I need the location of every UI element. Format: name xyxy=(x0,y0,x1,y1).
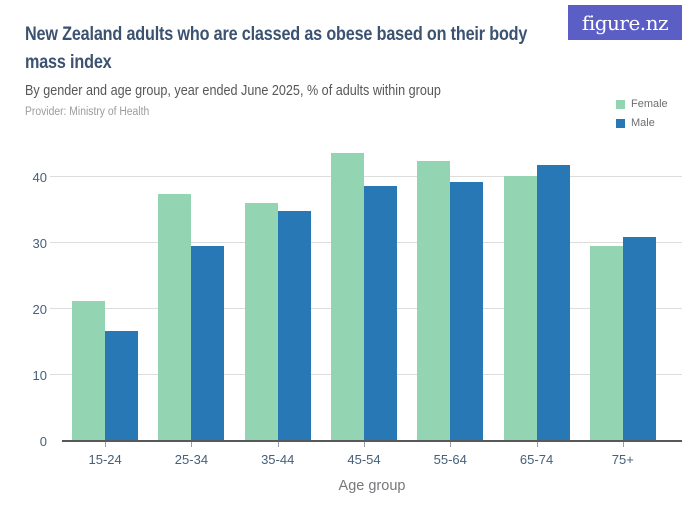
bar-group-25-34: 25-34 xyxy=(148,152,234,467)
bar-female-75+[interactable] xyxy=(589,246,623,440)
x-tick-label: 15-24 xyxy=(88,452,122,467)
y-axis: 0 10 20 30 40 xyxy=(0,152,47,449)
bar-group-65-74: 65-74 xyxy=(493,152,579,467)
x-tick-mark xyxy=(191,442,193,447)
bar-male-45-54[interactable] xyxy=(363,186,397,440)
legend-label: Male xyxy=(631,117,655,129)
x-tick-label: 65-74 xyxy=(519,452,554,467)
legend-item-female[interactable]: Female xyxy=(616,98,668,110)
bar-female-35-44[interactable] xyxy=(244,203,278,440)
x-tick-mark xyxy=(450,442,452,447)
legend-swatch-female xyxy=(616,99,625,109)
x-tick-mark xyxy=(105,442,107,447)
y-tick-label: 0 xyxy=(39,434,47,449)
bar-group-35-44: 35-44 xyxy=(235,152,321,467)
bar-female-45-54[interactable] xyxy=(330,152,364,440)
bar-female-55-64[interactable] xyxy=(417,161,451,440)
chart-legend: Female Male xyxy=(616,98,668,129)
bar-male-65-74[interactable] xyxy=(536,164,570,440)
x-tick-label: 35-44 xyxy=(261,452,295,467)
bar-band: 15-24 25-34 35-44 45-54 55-64 65-74 75+ xyxy=(62,152,666,467)
gridline xyxy=(50,175,682,177)
y-tick-label: 20 xyxy=(32,302,47,318)
legend-label: Female xyxy=(631,98,668,110)
bar-male-25-34[interactable] xyxy=(191,246,225,440)
x-tick-mark xyxy=(363,442,365,447)
bar-male-35-44[interactable] xyxy=(277,210,311,440)
plot-area: 15-24 25-34 35-44 45-54 55-64 65-74 75+ xyxy=(50,152,682,467)
bar-male-75+[interactable] xyxy=(622,237,656,440)
bar-male-55-64[interactable] xyxy=(450,181,484,440)
x-tick-label: 55-64 xyxy=(433,452,467,467)
bar-group-55-64: 55-64 xyxy=(407,152,493,467)
x-tick-label: 45-54 xyxy=(347,452,381,467)
x-tick-mark xyxy=(277,442,279,447)
chart-subtitle: By gender and age group, year ended June… xyxy=(25,83,441,99)
legend-swatch-male xyxy=(616,118,625,128)
bar-female-25-34[interactable] xyxy=(158,193,192,440)
y-tick-label: 10 xyxy=(32,368,47,384)
bar-male-15-24[interactable] xyxy=(105,331,139,440)
bar-female-65-74[interactable] xyxy=(503,176,537,440)
bar-group-15-24: 15-24 xyxy=(62,152,148,467)
figurenz-logo-text: figure.nz xyxy=(581,10,669,35)
x-tick-mark xyxy=(622,442,624,447)
x-tick-label: 25-34 xyxy=(174,452,209,467)
x-tick-label: 75+ xyxy=(611,452,634,467)
y-tick-label: 30 xyxy=(32,236,47,252)
chart-title: New Zealand adults who are classed as ob… xyxy=(25,23,528,73)
legend-item-male[interactable]: Male xyxy=(616,117,668,129)
chart-provider: Provider: Ministry of Health xyxy=(25,106,150,118)
figurenz-logo[interactable]: figure.nz xyxy=(568,5,682,40)
bar-female-15-24[interactable] xyxy=(72,300,106,440)
x-tick-mark xyxy=(536,442,538,447)
x-axis-title: Age group xyxy=(338,478,406,494)
bar-group-45-54: 45-54 xyxy=(321,152,407,467)
y-tick-label: 40 xyxy=(32,170,47,186)
bar-group-75+: 75+ xyxy=(580,152,666,467)
